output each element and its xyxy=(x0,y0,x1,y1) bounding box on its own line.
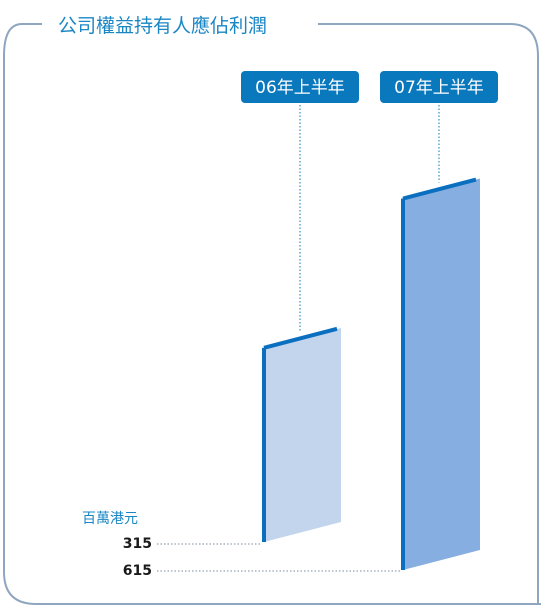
bar-1 xyxy=(264,327,341,542)
category-label-2: 07年上半年 xyxy=(394,78,484,98)
category-label-box-2 xyxy=(380,71,498,103)
category-label-box-1 xyxy=(241,71,359,103)
chart-frame xyxy=(3,23,541,605)
unit-label: 百萬港元 xyxy=(82,511,138,527)
bar-left-edge-2 xyxy=(401,198,405,570)
bar-left-edge-1 xyxy=(262,347,266,542)
chart-title: 公司權益持有人應佔利潤 xyxy=(58,14,267,37)
category-label-1: 06年上半年 xyxy=(255,78,345,98)
bar-2 xyxy=(403,178,480,570)
bar-top-edge-2 xyxy=(402,177,477,201)
bar-top-edge-1 xyxy=(263,326,338,350)
bars-layer: 06年上半年 315 07年上半年 615 xyxy=(123,71,498,579)
value-label-2: 615 xyxy=(123,563,152,579)
value-label-1: 315 xyxy=(123,536,152,552)
